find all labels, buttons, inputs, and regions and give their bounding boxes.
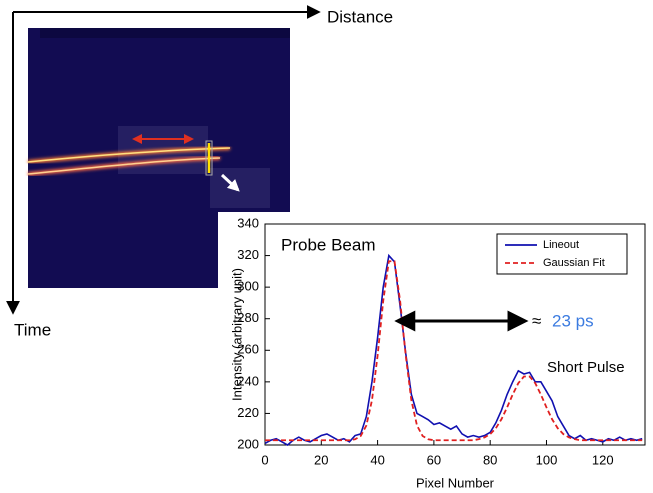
x-axis-label: Pixel Number [416,475,495,490]
x-tick-label: 40 [370,452,384,467]
series-line [264,253,643,446]
plot-frame [264,223,646,446]
y-axis-label: Intensity (arbitrary unit) [229,268,244,401]
y-tick-label: 220 [237,405,259,420]
y-tick-label: 300 [237,279,259,294]
streak-image [27,28,290,288]
y-tick-label: 260 [237,342,259,357]
x-tick-label: 100 [536,452,558,467]
annotation: 23 ps [552,311,594,330]
x-tick-label: 60 [427,452,441,467]
x-tick-label: 0 [261,452,268,467]
x-tick-label: 80 [483,452,497,467]
y-tick-label: 200 [237,436,259,451]
annotation: Probe Beam [281,235,376,254]
y-tick-label: 340 [237,215,259,230]
annotation: ≈ [532,311,541,330]
legend-label: Lineout [543,239,579,251]
time-label: Time [14,320,51,339]
y-tick-label: 280 [237,310,259,325]
x-tick-label: 20 [314,452,328,467]
legend-label: Gaussian Fit [543,257,605,269]
y-tick-label: 240 [237,373,259,388]
chart: 200 220 240 260 280 300 320 340 0 20 40 60 80 100 120 P… [229,215,646,490]
annotation: Short Pulse [547,359,625,376]
x-tick-label: 120 [592,452,614,467]
series-line [265,260,643,442]
distance-label: Distance [327,7,393,26]
y-tick-label: 320 [237,247,259,262]
legend-box [496,233,628,275]
